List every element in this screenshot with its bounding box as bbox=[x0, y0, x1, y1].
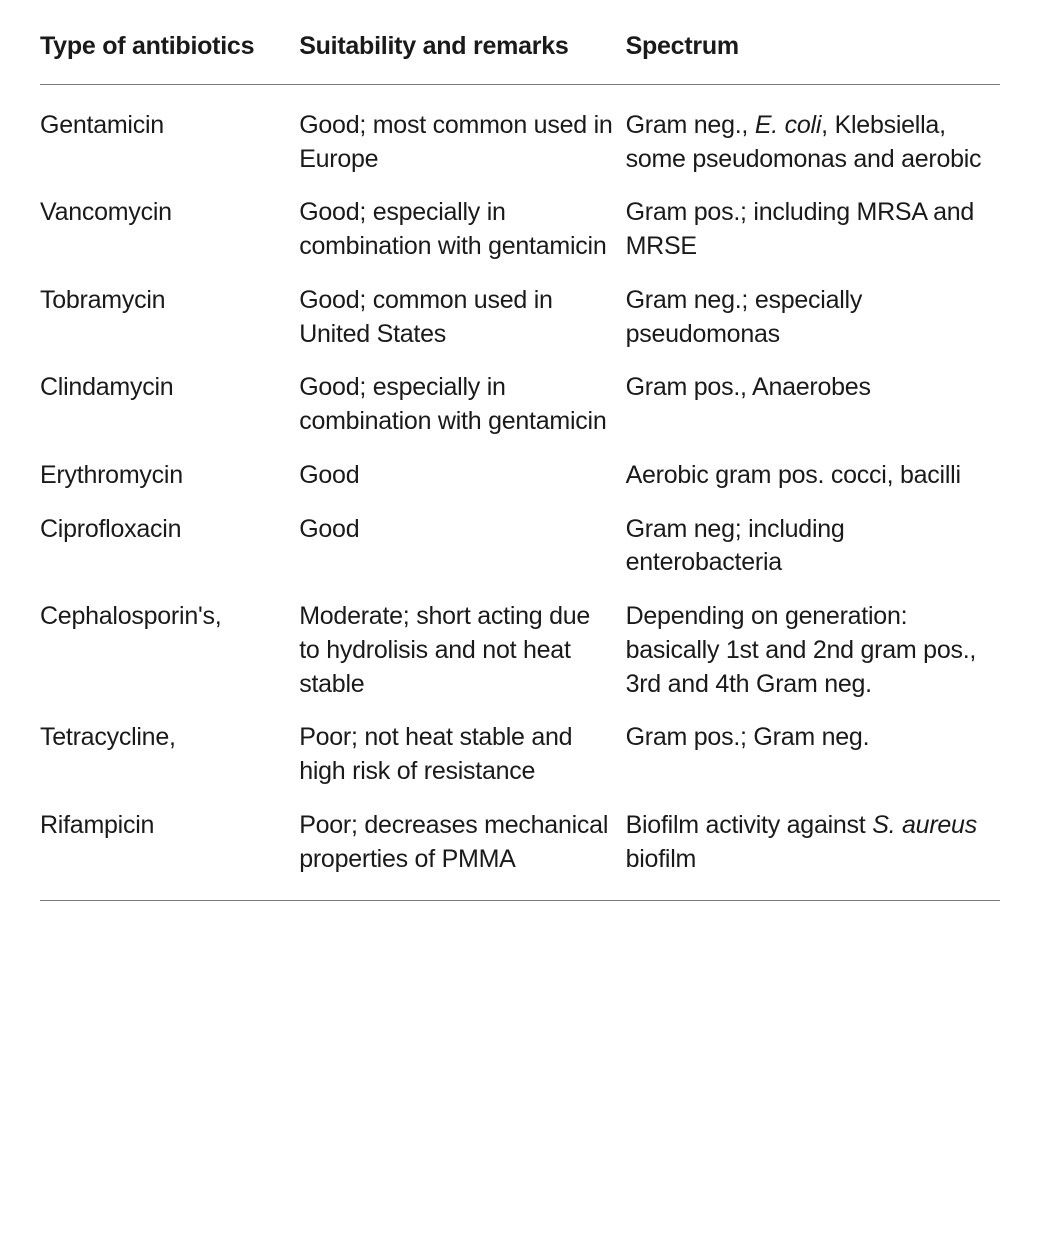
cell-suit: Poor; not heat stable and high risk of r… bbox=[299, 711, 625, 799]
table-row: Tetracycline, Poor; not heat stable and h… bbox=[40, 711, 1000, 799]
cell-spectrum: Gram neg., E. coli, Klebsiella, some pse… bbox=[626, 84, 1000, 186]
cell-text: Gram neg., bbox=[626, 111, 755, 139]
cell-text: Clindamycin bbox=[40, 373, 173, 401]
table-body: Gentamicin Good; most common used in Euro… bbox=[40, 84, 1000, 901]
cell-text: Gentamicin bbox=[40, 111, 164, 139]
cell-spectrum: Aerobic gram pos. cocci, bacilli bbox=[626, 449, 1000, 503]
cell-text: Cephalosporin's, bbox=[40, 602, 221, 630]
cell-text: Gram neg.; especially pseudomonas bbox=[626, 286, 863, 348]
cell-suit: Good bbox=[299, 449, 625, 503]
cell-text: Rifampicin bbox=[40, 811, 154, 839]
cell-text: Poor; not heat stable and high risk of r… bbox=[299, 723, 572, 785]
cell-spectrum: Gram pos., Anaerobes bbox=[626, 361, 1000, 449]
cell-text: Tobramycin bbox=[40, 286, 165, 314]
cell-suit: Moderate; short acting due to hydrolisis… bbox=[299, 590, 625, 711]
cell-text: Biofilm activity against bbox=[626, 811, 873, 839]
cell-text: E. coli bbox=[755, 111, 821, 139]
cell-text: Good bbox=[299, 461, 359, 489]
cell-type: Cephalosporin's, bbox=[40, 590, 299, 711]
table-row: Gentamicin Good; most common used in Euro… bbox=[40, 84, 1000, 186]
cell-type: Tobramycin bbox=[40, 274, 299, 362]
cell-text: Good; especially in combination with gen… bbox=[299, 373, 606, 435]
cell-spectrum: Gram neg; including enterobacteria bbox=[626, 503, 1000, 591]
cell-text: Poor; decreases mechanical properties of… bbox=[299, 811, 608, 873]
cell-suit: Good bbox=[299, 503, 625, 591]
cell-type: Ciprofloxacin bbox=[40, 503, 299, 591]
cell-text: Gram pos.; including MRSA and MRSE bbox=[626, 198, 974, 260]
table-row: Vancomycin Good; especially in combinatio… bbox=[40, 186, 1000, 274]
cell-spectrum: Depending on generation: basically 1st a… bbox=[626, 590, 1000, 711]
col-header-spectrum: Spectrum bbox=[626, 30, 1000, 84]
table-row: Rifampicin Poor; decreases mechanical pro… bbox=[40, 799, 1000, 901]
cell-text: Erythromycin bbox=[40, 461, 183, 489]
cell-text: Gram pos.; Gram neg. bbox=[626, 723, 870, 751]
cell-text: Vancomycin bbox=[40, 198, 172, 226]
cell-suit: Good; common used in United States bbox=[299, 274, 625, 362]
cell-suit: Good; most common used in Europe bbox=[299, 84, 625, 186]
col-header-type: Type of antibiotics bbox=[40, 30, 299, 84]
cell-text: Good; common used in United States bbox=[299, 286, 552, 348]
cell-spectrum: Gram neg.; especially pseudomonas bbox=[626, 274, 1000, 362]
cell-text: S. aureus bbox=[872, 811, 977, 839]
cell-type: Tetracycline, bbox=[40, 711, 299, 799]
cell-text: Gram neg; including enterobacteria bbox=[626, 515, 845, 577]
cell-suit: Good; especially in combination with gen… bbox=[299, 186, 625, 274]
cell-text: Good bbox=[299, 515, 359, 543]
cell-text: Gram pos., Anaerobes bbox=[626, 373, 871, 401]
cell-type: Vancomycin bbox=[40, 186, 299, 274]
table-header: Type of antibiotics Suitability and rema… bbox=[40, 30, 1000, 84]
cell-text: Good; especially in combination with gen… bbox=[299, 198, 606, 260]
cell-spectrum: Biofilm activity against S. aureus biofi… bbox=[626, 799, 1000, 901]
cell-spectrum: Gram pos.; Gram neg. bbox=[626, 711, 1000, 799]
cell-type: Erythromycin bbox=[40, 449, 299, 503]
cell-suit: Good; especially in combination with gen… bbox=[299, 361, 625, 449]
antibiotics-table: Type of antibiotics Suitability and rema… bbox=[40, 30, 1000, 901]
cell-text: Moderate; short acting due to hydrolisis… bbox=[299, 602, 590, 698]
cell-text: Depending on generation: basically 1st a… bbox=[626, 602, 977, 698]
table-row: Erythromycin Good Aerobic gram pos. cocci,… bbox=[40, 449, 1000, 503]
cell-text: Ciprofloxacin bbox=[40, 515, 181, 543]
col-header-suit: Suitability and remarks bbox=[299, 30, 625, 84]
cell-type: Clindamycin bbox=[40, 361, 299, 449]
cell-suit: Poor; decreases mechanical properties of… bbox=[299, 799, 625, 901]
cell-type: Gentamicin bbox=[40, 84, 299, 186]
cell-text: Aerobic gram pos. cocci, bacilli bbox=[626, 461, 961, 489]
cell-type: Rifampicin bbox=[40, 799, 299, 901]
table-row: Ciprofloxacin Good Gram neg; including ent… bbox=[40, 503, 1000, 591]
cell-text: biofilm bbox=[626, 845, 697, 873]
cell-text: Tetracycline, bbox=[40, 723, 176, 751]
cell-spectrum: Gram pos.; including MRSA and MRSE bbox=[626, 186, 1000, 274]
table-row: Clindamycin Good; especially in combinati… bbox=[40, 361, 1000, 449]
cell-text: Good; most common used in Europe bbox=[299, 111, 612, 173]
table-row: Tobramycin Good; common used in United St… bbox=[40, 274, 1000, 362]
table-row: Cephalosporin's, Moderate; short acting d… bbox=[40, 590, 1000, 711]
